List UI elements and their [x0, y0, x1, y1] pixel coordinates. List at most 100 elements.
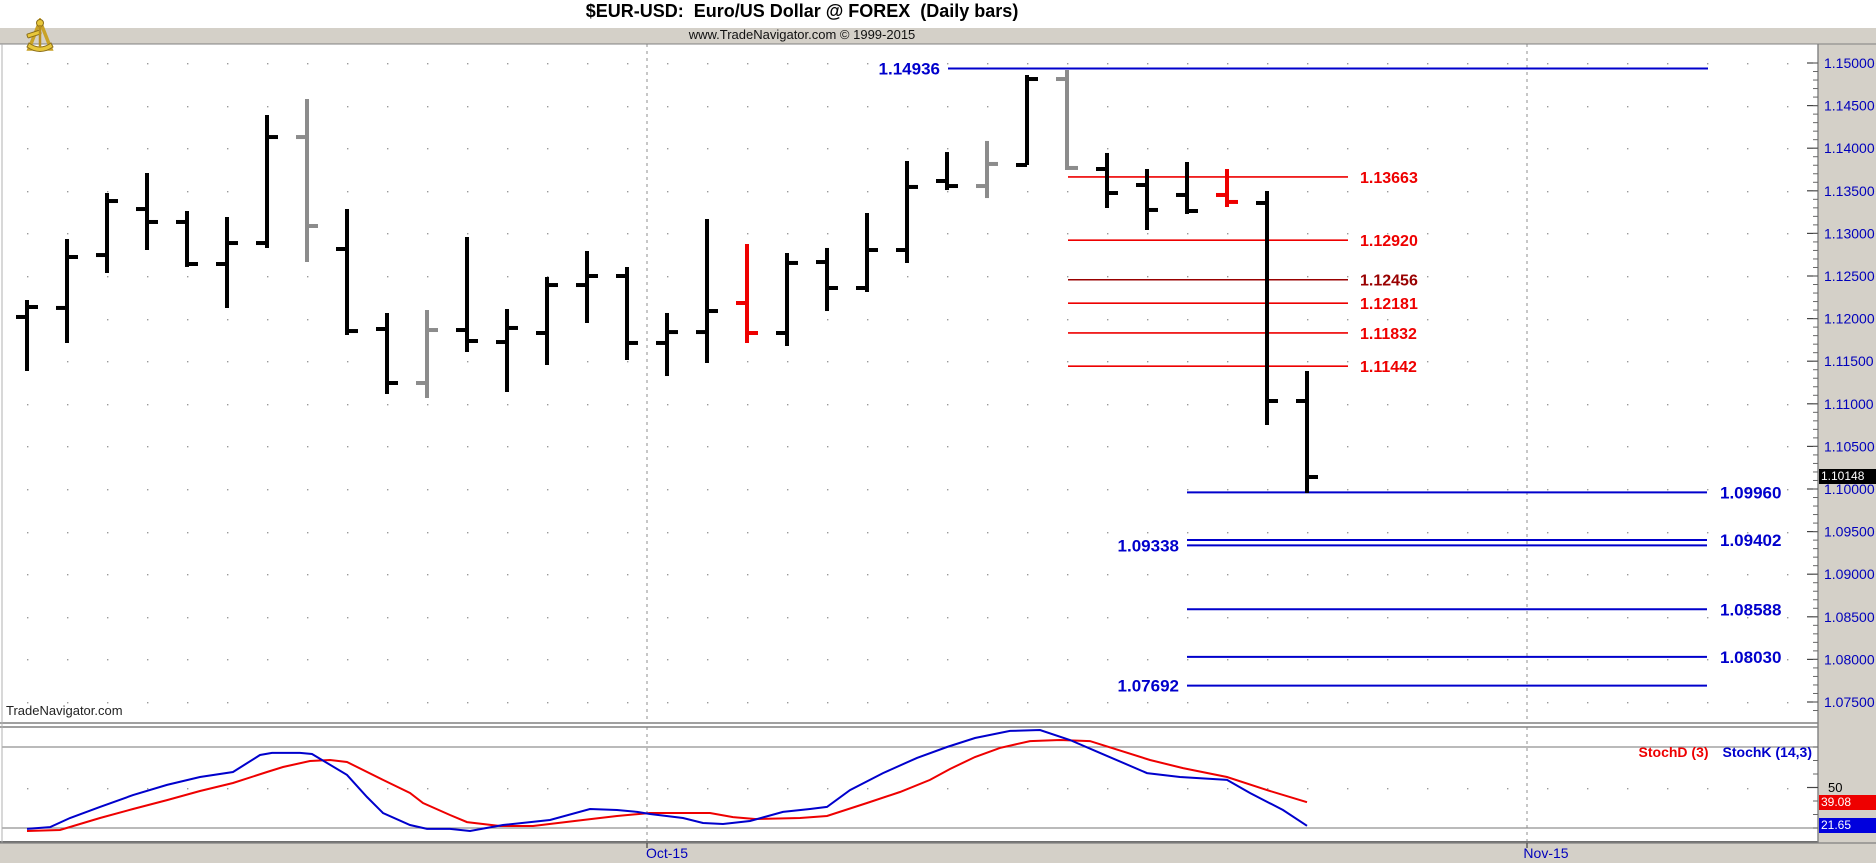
- grid-dot: [827, 361, 829, 363]
- grid-dot: [627, 148, 629, 150]
- grid-dot: [1267, 148, 1269, 150]
- grid-dot: [507, 148, 509, 150]
- grid-dot: [27, 659, 29, 661]
- ohlc-bar[interactable]: [256, 114, 278, 248]
- level-label-blue: 1.08588: [1720, 600, 1781, 619]
- ohlc-bar[interactable]: [816, 247, 838, 312]
- stochd-line: [26, 738, 1308, 832]
- grid-dot: [707, 191, 709, 193]
- ohlc-bar[interactable]: [96, 193, 118, 274]
- ohlc-bar[interactable]: [1016, 75, 1038, 167]
- price-tick-label: 1.08000: [1824, 651, 1875, 667]
- grid-dot: [1227, 617, 1229, 619]
- grid-dot: [1227, 574, 1229, 576]
- ohlc-bar[interactable]: [536, 277, 558, 366]
- stochk-legend-label[interactable]: StochK (14,3): [1722, 744, 1812, 760]
- grid-dot: [1787, 404, 1789, 406]
- ohlc-bar[interactable]: [456, 236, 478, 352]
- grid-dot: [227, 532, 229, 534]
- grid-dot: [1067, 659, 1069, 661]
- ohlc-bar[interactable]: [896, 160, 918, 263]
- grid-dot: [1747, 404, 1749, 406]
- grid-dot: [1307, 319, 1309, 321]
- grid-dot: [1147, 148, 1149, 150]
- ohlc-bar[interactable]: [16, 300, 38, 371]
- ohlc-bar[interactable]: [976, 140, 998, 199]
- ohlc-bar[interactable]: [856, 213, 878, 293]
- grid-dot: [1547, 191, 1549, 193]
- grid-dot: [1747, 361, 1749, 363]
- ohlc-bar[interactable]: [1296, 370, 1318, 494]
- price-axis-strip[interactable]: [1818, 44, 1876, 843]
- grid-dot: [1187, 106, 1189, 108]
- stochd-legend-label[interactable]: StochD (3): [1638, 744, 1709, 760]
- ohlc-bar[interactable]: [216, 217, 238, 308]
- grid-dot: [1227, 702, 1229, 704]
- ohlc-bar[interactable]: [736, 243, 758, 343]
- grid-dot: [1707, 659, 1709, 661]
- level-label-red: 1.11832: [1360, 326, 1417, 343]
- grid-dot: [1707, 446, 1709, 448]
- grid-dot: [787, 148, 789, 150]
- grid-dot: [1067, 233, 1069, 235]
- indicator-pane[interactable]: [2, 727, 1818, 842]
- grid-dot: [827, 106, 829, 108]
- grid-dot: [467, 361, 469, 363]
- grid-dot: [1307, 63, 1309, 65]
- ohlc-bar[interactable]: [696, 219, 718, 363]
- grid-dot: [1147, 574, 1149, 576]
- ohlc-bar[interactable]: [576, 251, 598, 324]
- ohlc-bar[interactable]: [1096, 152, 1118, 209]
- ohlc-bar[interactable]: [136, 172, 158, 251]
- grid-dot: [507, 191, 509, 193]
- ohlc-bar[interactable]: [56, 239, 78, 343]
- ohlc-bar[interactable]: [496, 308, 518, 392]
- grid-dot: [227, 361, 229, 363]
- grid-dot: [1547, 63, 1549, 65]
- ohlc-bar[interactable]: [1216, 168, 1238, 207]
- ohlc-bar[interactable]: [616, 266, 638, 361]
- grid-dot: [1427, 233, 1429, 235]
- ohlc-bar[interactable]: [176, 210, 198, 267]
- grid-dot: [1227, 319, 1229, 321]
- ohlc-bar[interactable]: [776, 252, 798, 346]
- grid-dot: [1667, 148, 1669, 150]
- grid-dot: [827, 659, 829, 661]
- grid-dot: [27, 617, 29, 619]
- grid-dot: [1467, 446, 1469, 448]
- grid-dot: [387, 446, 389, 448]
- grid-dot: [1507, 532, 1509, 534]
- grid-dot: [867, 319, 869, 321]
- chart-title: $EUR-USD: Euro/US Dollar @ FOREX (Daily …: [585, 1, 1019, 21]
- grid-dot: [467, 63, 469, 65]
- grid-dot: [667, 702, 669, 704]
- ohlc-bar[interactable]: [1136, 168, 1158, 230]
- ohlc-bar[interactable]: [376, 312, 398, 395]
- grid-dot: [1067, 617, 1069, 619]
- ohlc-bar[interactable]: [416, 309, 438, 399]
- ohlc-bar[interactable]: [656, 312, 678, 377]
- date-axis-strip[interactable]: [0, 843, 1876, 863]
- grid-dot: [1027, 532, 1029, 534]
- grid-dot: [1467, 276, 1469, 278]
- grid-dot: [827, 574, 829, 576]
- grid-dot: [1347, 788, 1349, 790]
- ohlc-bar[interactable]: [1056, 69, 1078, 171]
- grid-dot: [627, 489, 629, 491]
- grid-dot: [427, 489, 429, 491]
- grid-dot: [67, 404, 69, 406]
- grid-dot: [1507, 617, 1509, 619]
- ohlc-bar[interactable]: [336, 209, 358, 335]
- grid-dot: [1147, 276, 1149, 278]
- main-chart-pane[interactable]: [2, 44, 1818, 723]
- ohlc-bar[interactable]: [1176, 162, 1198, 214]
- grid-dot: [1787, 361, 1789, 363]
- grid-dot: [507, 702, 509, 704]
- grid-dot: [1547, 617, 1549, 619]
- ohlc-bar[interactable]: [936, 152, 958, 191]
- grid-dot: [587, 617, 589, 619]
- grid-dot: [907, 319, 909, 321]
- ohlc-bar[interactable]: [296, 99, 318, 263]
- ohlc-bar[interactable]: [1256, 190, 1278, 426]
